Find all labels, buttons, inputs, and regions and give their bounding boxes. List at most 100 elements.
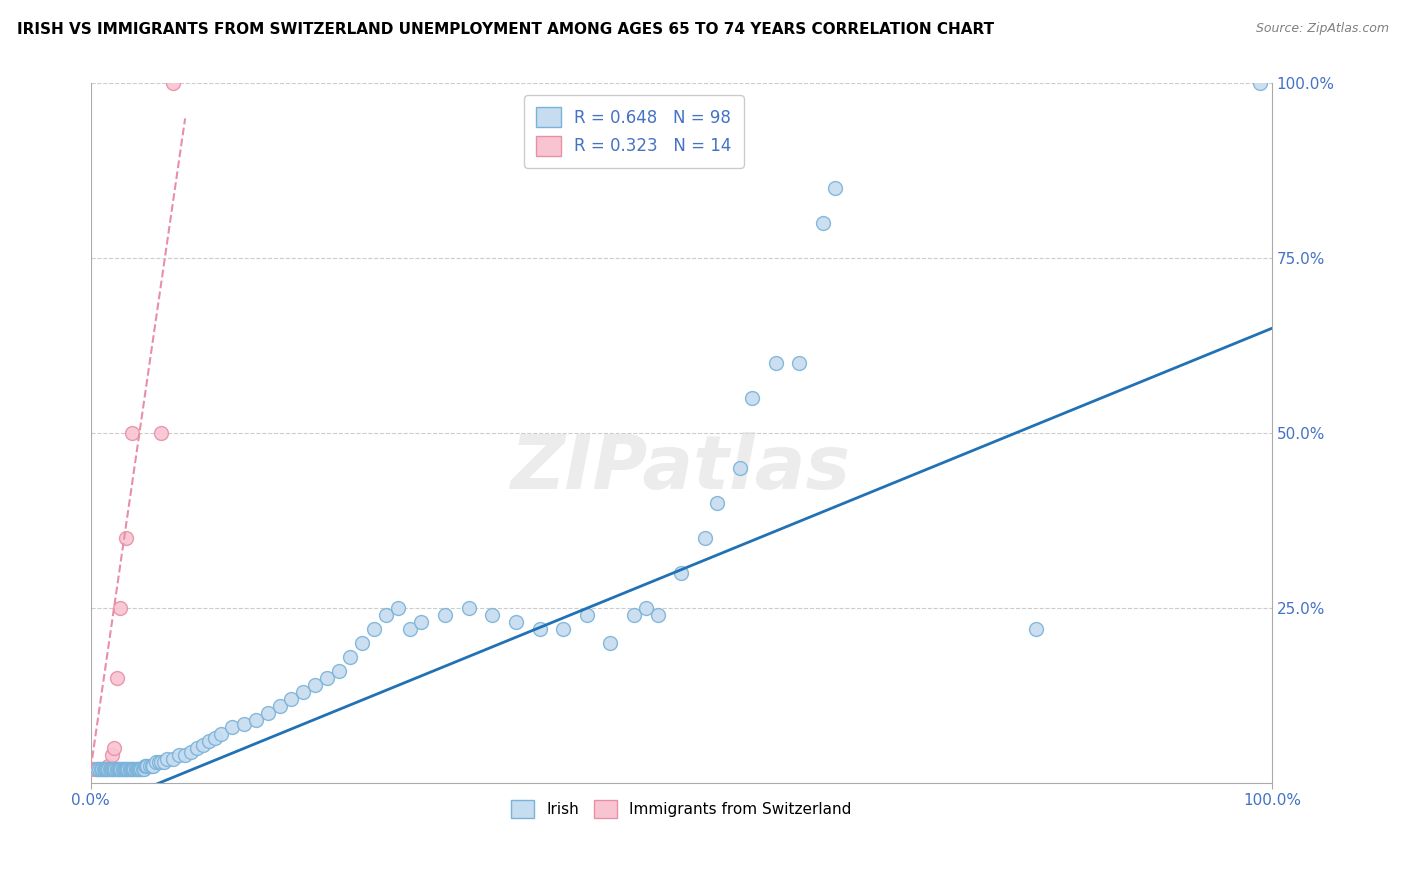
Point [292, 685, 315, 699]
Point [529, 622, 551, 636]
Point [315, 671, 337, 685]
Point [105, 762, 128, 776]
Point [599, 636, 621, 650]
Legend: Irish, Immigrants from Switzerland: Irish, Immigrants from Switzerland [505, 794, 858, 824]
Point [142, 758, 165, 772]
Point [114, 762, 136, 776]
Point [204, 731, 226, 745]
Point [374, 608, 396, 623]
Point [623, 608, 645, 623]
Point [108, 601, 131, 615]
Point [363, 622, 385, 636]
Point [120, 762, 142, 776]
Point [87, 762, 110, 776]
Point [811, 216, 834, 230]
Point [730, 461, 752, 475]
Point [387, 601, 409, 615]
Point [131, 762, 153, 776]
Point [129, 762, 152, 776]
Point [352, 636, 374, 650]
Point [180, 745, 202, 759]
Text: IRISH VS IMMIGRANTS FROM SWITZERLAND UNEMPLOYMENT AMONG AGES 65 TO 74 YEARS CORR: IRISH VS IMMIGRANTS FROM SWITZERLAND UNE… [17, 22, 994, 37]
Point [91, 762, 114, 776]
Point [86, 762, 108, 776]
Point [148, 755, 170, 769]
Point [122, 762, 145, 776]
Point [132, 762, 155, 776]
Point [134, 758, 156, 772]
Point [97, 762, 120, 776]
Point [233, 716, 256, 731]
Point [280, 692, 302, 706]
Point [693, 531, 716, 545]
Point [647, 608, 669, 623]
Point [162, 77, 184, 91]
Point [457, 601, 479, 615]
Point [90, 762, 112, 776]
Point [108, 762, 131, 776]
Point [138, 758, 160, 772]
Point [107, 762, 129, 776]
Point [167, 747, 190, 762]
Point [125, 762, 148, 776]
Point [328, 664, 350, 678]
Point [103, 741, 125, 756]
Point [553, 622, 575, 636]
Point [91, 762, 114, 776]
Point [824, 181, 846, 195]
Point [96, 762, 118, 776]
Point [118, 762, 141, 776]
Point [150, 755, 173, 769]
Point [150, 426, 173, 441]
Point [186, 741, 208, 756]
Point [101, 762, 124, 776]
Point [256, 706, 278, 720]
Point [741, 391, 763, 405]
Point [221, 720, 243, 734]
Point [339, 650, 361, 665]
Point [131, 762, 153, 776]
Point [135, 758, 157, 772]
Point [101, 762, 124, 776]
Point [101, 747, 124, 762]
Point [108, 762, 131, 776]
Point [103, 762, 125, 776]
Point [127, 762, 149, 776]
Point [1025, 622, 1047, 636]
Point [86, 762, 108, 776]
Point [706, 496, 728, 510]
Point [153, 755, 176, 769]
Point [111, 762, 134, 776]
Point [141, 758, 163, 772]
Point [100, 762, 122, 776]
Point [269, 699, 291, 714]
Point [145, 755, 167, 769]
Point [87, 762, 110, 776]
Point [1249, 77, 1271, 91]
Point [174, 747, 197, 762]
Point [115, 762, 138, 776]
Point [505, 615, 527, 629]
Point [575, 608, 598, 623]
Text: Source: ZipAtlas.com: Source: ZipAtlas.com [1256, 22, 1389, 36]
Point [115, 531, 138, 545]
Point [94, 762, 117, 776]
Point [104, 762, 127, 776]
Point [634, 601, 657, 615]
Point [128, 762, 150, 776]
Point [162, 751, 184, 765]
Point [121, 426, 143, 441]
Point [304, 678, 326, 692]
Point [191, 738, 214, 752]
Point [121, 762, 143, 776]
Point [156, 751, 179, 765]
Point [110, 762, 132, 776]
Point [765, 356, 787, 370]
Point [789, 356, 811, 370]
Point [197, 734, 219, 748]
Point [434, 608, 457, 623]
Point [671, 566, 693, 581]
Point [245, 713, 267, 727]
Point [136, 758, 159, 772]
Point [98, 762, 121, 776]
